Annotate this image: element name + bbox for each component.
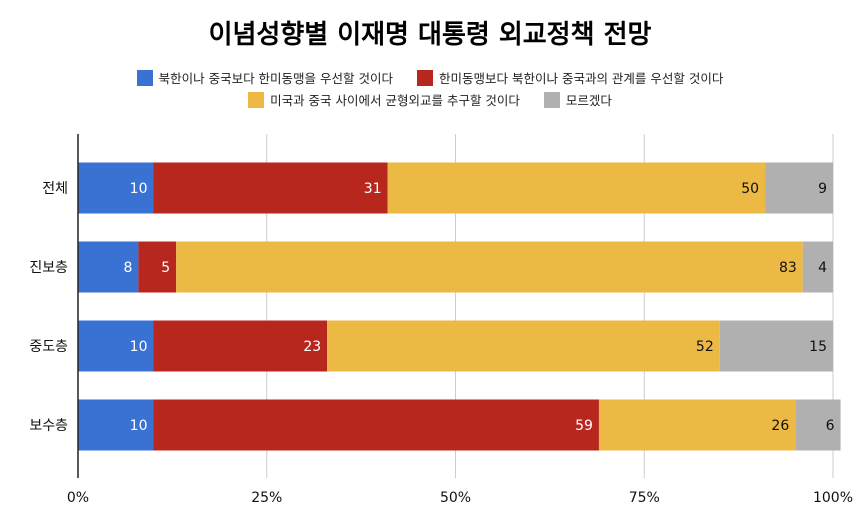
bar-segment (802, 241, 833, 293)
category-label: 보수층 (29, 418, 68, 434)
bar-segment (387, 162, 766, 214)
data-label: 15 (809, 339, 827, 355)
legend-label: 한미동맹보다 북한이나 중국과의 관계를 우선할 것이다 (439, 71, 724, 86)
legend-swatch-red (417, 70, 433, 86)
x-tick-label: 0% (67, 490, 89, 506)
data-label: 10 (130, 418, 148, 434)
data-label: 31 (364, 181, 382, 197)
legend-swatch-gray (543, 92, 560, 108)
data-label: 10 (130, 181, 148, 197)
x-tick-label: 25% (251, 490, 282, 506)
category-label: 전체 (42, 181, 68, 197)
data-label: 59 (575, 418, 593, 434)
legend-swatch-yellow (248, 92, 265, 108)
legend-label: 미국과 중국 사이에서 균형외교를 추구할 것이다 (270, 93, 520, 108)
x-tick-label: 50% (440, 490, 471, 506)
legend-item-balanced: 미국과 중국 사이에서 균형외교를 추구할 것이다 (248, 90, 520, 112)
legend-item-alliance-first: 북한이나 중국보다 한미동맹을 우선할 것이다 (136, 68, 394, 90)
x-tick-label: 75% (629, 490, 660, 506)
legend-label: 모르겠다 (565, 93, 612, 108)
category-label: 중도층 (29, 339, 68, 355)
bar-segment (138, 241, 177, 293)
data-label: 9 (818, 181, 827, 197)
category-label: 진보층 (29, 260, 68, 276)
data-label: 83 (779, 260, 797, 276)
bar-segment (153, 320, 328, 372)
legend-label: 북한이나 중국보다 한미동맹을 우선할 것이다 (158, 71, 394, 86)
bar-segment (153, 162, 388, 214)
bar-segment (78, 162, 154, 214)
legend-item-dont-know: 모르겠다 (543, 90, 612, 112)
x-tick-label: 100% (813, 490, 853, 506)
bar-segment (78, 241, 139, 293)
bar-segment (327, 320, 720, 372)
bar-segment (153, 399, 599, 451)
chart-title: 이념성향별 이재명 대통령 외교정책 전망 (208, 20, 652, 50)
data-label: 5 (161, 260, 170, 276)
data-label: 50 (741, 181, 759, 197)
data-label: 52 (696, 339, 714, 355)
bar-segment (598, 399, 796, 451)
bar-segment (765, 162, 833, 214)
bar-segment (78, 320, 154, 372)
data-label: 8 (123, 260, 132, 276)
bar-segment (78, 399, 154, 451)
bar-segment (176, 241, 803, 293)
data-label: 4 (818, 260, 827, 276)
data-label: 6 (826, 418, 835, 434)
bar-segment (719, 320, 833, 372)
legend-item-nk-china-first: 한미동맹보다 북한이나 중국과의 관계를 우선할 것이다 (417, 68, 723, 90)
bar-segment (795, 399, 841, 451)
legend: 북한이나 중국보다 한미동맹을 우선할 것이다 한미동맹보다 북한이나 중국과의… (20, 68, 840, 112)
data-label: 26 (771, 418, 789, 434)
data-label: 23 (303, 339, 321, 355)
legend-swatch-blue (136, 70, 153, 86)
data-label: 10 (130, 339, 148, 355)
